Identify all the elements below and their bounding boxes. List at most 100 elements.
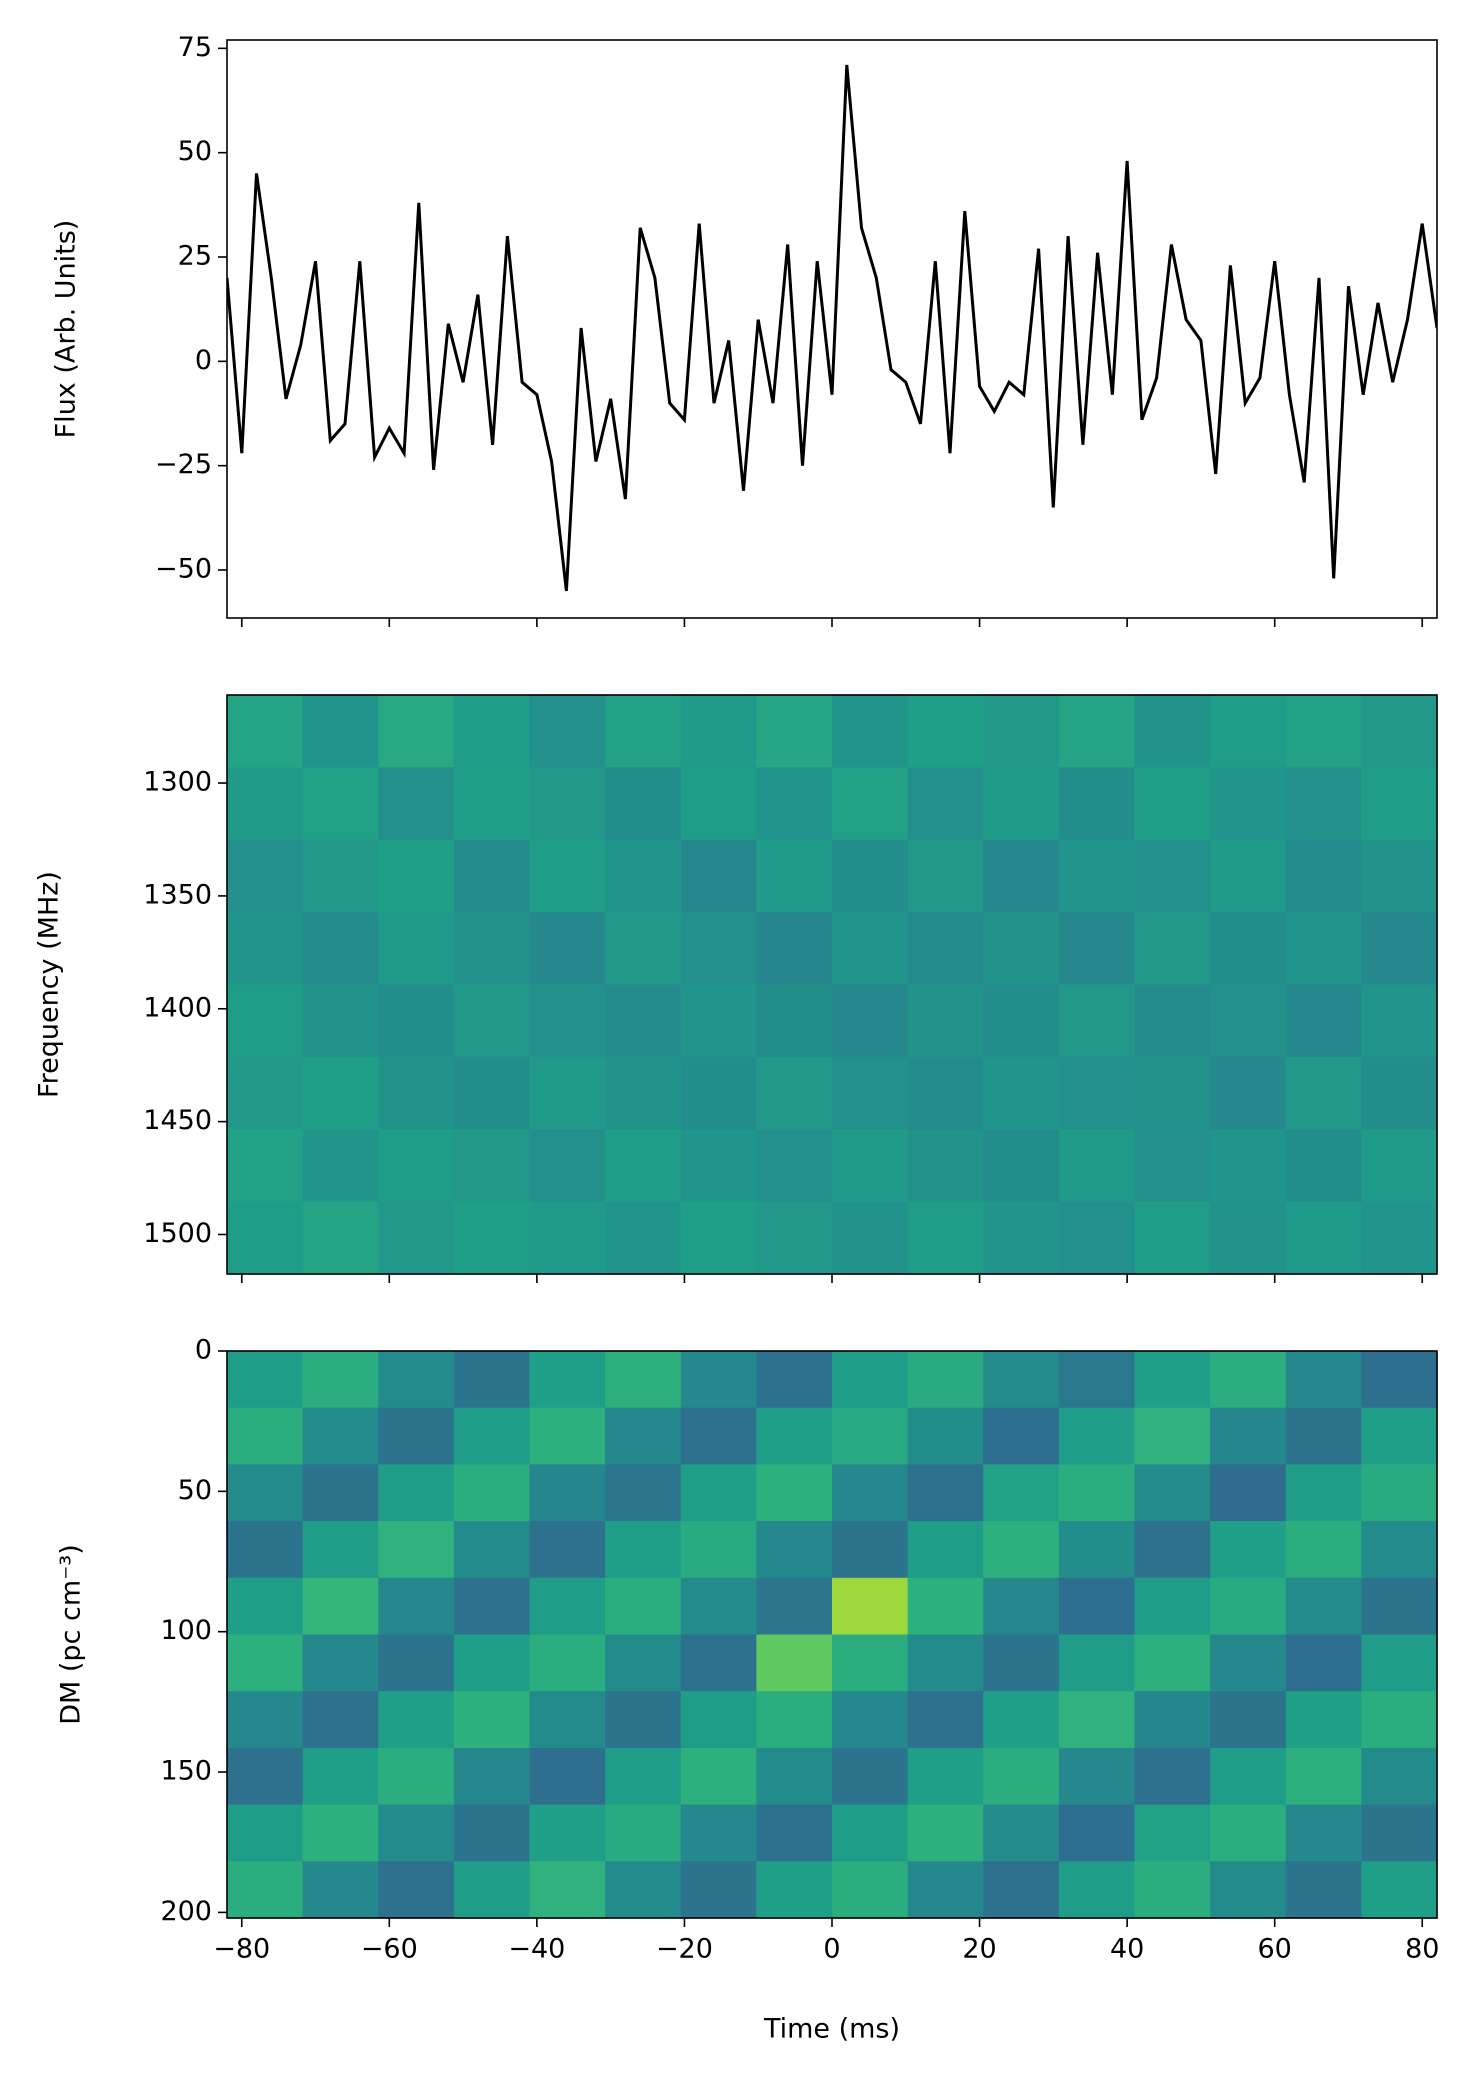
heatmap-cell bbox=[227, 1634, 304, 1692]
heatmap-cell bbox=[983, 1861, 1060, 1919]
heatmap-cell bbox=[605, 1861, 682, 1919]
heatmap-cell bbox=[907, 839, 984, 913]
heatmap-cell bbox=[1058, 1804, 1136, 1862]
heatmap-cell bbox=[756, 1407, 833, 1465]
heatmap-cell bbox=[1134, 1634, 1211, 1692]
heatmap-cell bbox=[756, 1464, 833, 1522]
heatmap-cell bbox=[1285, 1056, 1362, 1130]
heatmap-cell bbox=[832, 839, 909, 913]
heatmap-cell bbox=[453, 839, 531, 913]
heatmap-cell bbox=[378, 1861, 455, 1919]
heatmap-cell bbox=[529, 1464, 606, 1522]
heatmap-cell bbox=[832, 912, 909, 986]
heatmap-cell bbox=[832, 1634, 909, 1692]
heatmap-cell bbox=[907, 1129, 984, 1203]
heatmap-cell bbox=[529, 1129, 606, 1203]
heatmap-cell bbox=[832, 767, 909, 841]
heatmap-cell bbox=[453, 1129, 531, 1203]
heatmap-cell bbox=[983, 1634, 1060, 1692]
heatmap-cell bbox=[1210, 1577, 1287, 1636]
heatmap-cell bbox=[453, 1747, 531, 1806]
heatmap-cell bbox=[605, 1804, 682, 1862]
heatmap-cell bbox=[1285, 1464, 1362, 1522]
heatmap-cell bbox=[1210, 1407, 1287, 1465]
y-tick-label: 50 bbox=[178, 1475, 212, 1506]
heatmap-cell bbox=[453, 1407, 531, 1465]
heatmap-cell bbox=[1361, 1804, 1438, 1862]
x-axis-label: Time (ms) bbox=[763, 2014, 900, 2045]
heatmap-cell bbox=[227, 839, 304, 913]
heatmap-cell bbox=[756, 1201, 833, 1275]
heatmap-cell bbox=[1361, 1747, 1438, 1806]
y-axis-label: Frequency (MHz) bbox=[34, 871, 65, 1098]
heatmap-cell bbox=[1285, 695, 1362, 768]
heatmap-cell bbox=[453, 1861, 531, 1919]
heatmap-cell bbox=[1134, 1407, 1211, 1465]
heatmap-cell bbox=[1058, 767, 1136, 841]
heatmap-cell bbox=[1210, 839, 1287, 913]
heatmap-cell bbox=[1134, 1521, 1211, 1579]
heatmap-cell bbox=[1134, 984, 1211, 1058]
heatmap-cell bbox=[302, 1351, 379, 1409]
x-tick-label: −80 bbox=[213, 1934, 270, 1965]
plot-area bbox=[227, 64, 1437, 592]
y-tick-label: 1350 bbox=[143, 879, 212, 910]
heatmap-cell bbox=[529, 1577, 606, 1636]
heatmap-cell bbox=[529, 1747, 606, 1806]
heatmap-cell bbox=[605, 1521, 682, 1579]
heatmap-cell bbox=[453, 1521, 531, 1579]
heatmap-cell bbox=[680, 1521, 757, 1579]
y-tick-label: 1400 bbox=[143, 992, 212, 1023]
heatmap-cell bbox=[1285, 1521, 1362, 1579]
heatmap-cell bbox=[453, 1056, 531, 1130]
heatmap-cell bbox=[680, 1747, 757, 1806]
heatmap-cell bbox=[529, 1691, 606, 1749]
heatmap-cell bbox=[832, 1804, 909, 1862]
heatmap-cell bbox=[983, 1407, 1060, 1465]
heatmap-cell bbox=[756, 1056, 833, 1130]
heatmap-cell bbox=[1361, 1129, 1438, 1203]
heatmap-cell bbox=[1210, 1351, 1287, 1409]
heatmap-cell bbox=[1285, 984, 1362, 1058]
heatmap-cell bbox=[1361, 1521, 1438, 1579]
heatmap-cell bbox=[983, 984, 1060, 1058]
heatmap-cell bbox=[227, 767, 304, 841]
heatmap-cell bbox=[1361, 767, 1438, 841]
heatmap-cell bbox=[529, 1804, 606, 1862]
heatmap-cell bbox=[529, 839, 606, 913]
heatmap-cell bbox=[1058, 984, 1136, 1058]
heatmap-cell bbox=[832, 695, 909, 768]
y-tick-label: 50 bbox=[178, 136, 212, 167]
heatmap-cell bbox=[302, 912, 379, 986]
heatmap-cell bbox=[378, 1691, 455, 1749]
y-tick-label: 1300 bbox=[143, 767, 212, 798]
heatmap-cell bbox=[1058, 1634, 1136, 1692]
heatmap-cell bbox=[227, 1577, 304, 1636]
heatmap-cell bbox=[453, 1577, 531, 1636]
heatmap-cell bbox=[832, 1056, 909, 1130]
heatmap-cell bbox=[983, 1577, 1060, 1636]
heatmap-cell bbox=[907, 1634, 984, 1692]
x-tick-label: 20 bbox=[962, 1934, 996, 1965]
heatmap-cell bbox=[1361, 912, 1438, 986]
heatmap-cell bbox=[1361, 1691, 1438, 1749]
heatmap-cell bbox=[756, 1747, 833, 1806]
heatmap-cell bbox=[529, 1201, 606, 1275]
heatmap-cell bbox=[1361, 1201, 1438, 1275]
heatmap-cell bbox=[680, 1056, 757, 1130]
heatmap-cell bbox=[680, 1634, 757, 1692]
heatmap-cell bbox=[1210, 1747, 1287, 1806]
heatmap-cell bbox=[756, 767, 833, 841]
heatmap-cell bbox=[907, 1691, 984, 1749]
heatmap-cell bbox=[907, 1804, 984, 1862]
heatmap-cell bbox=[907, 1464, 984, 1522]
heatmap-cell bbox=[1210, 1634, 1287, 1692]
y-tick-label: 75 bbox=[178, 32, 212, 63]
heatmap-cell bbox=[983, 1351, 1060, 1409]
heatmap-cell bbox=[680, 1804, 757, 1862]
heatmap-cell bbox=[529, 1351, 606, 1409]
heatmap-cell bbox=[1134, 1691, 1211, 1749]
heatmap-cell bbox=[378, 984, 455, 1058]
heatmap-cell bbox=[302, 984, 379, 1058]
y-tick-label: 150 bbox=[160, 1756, 212, 1787]
